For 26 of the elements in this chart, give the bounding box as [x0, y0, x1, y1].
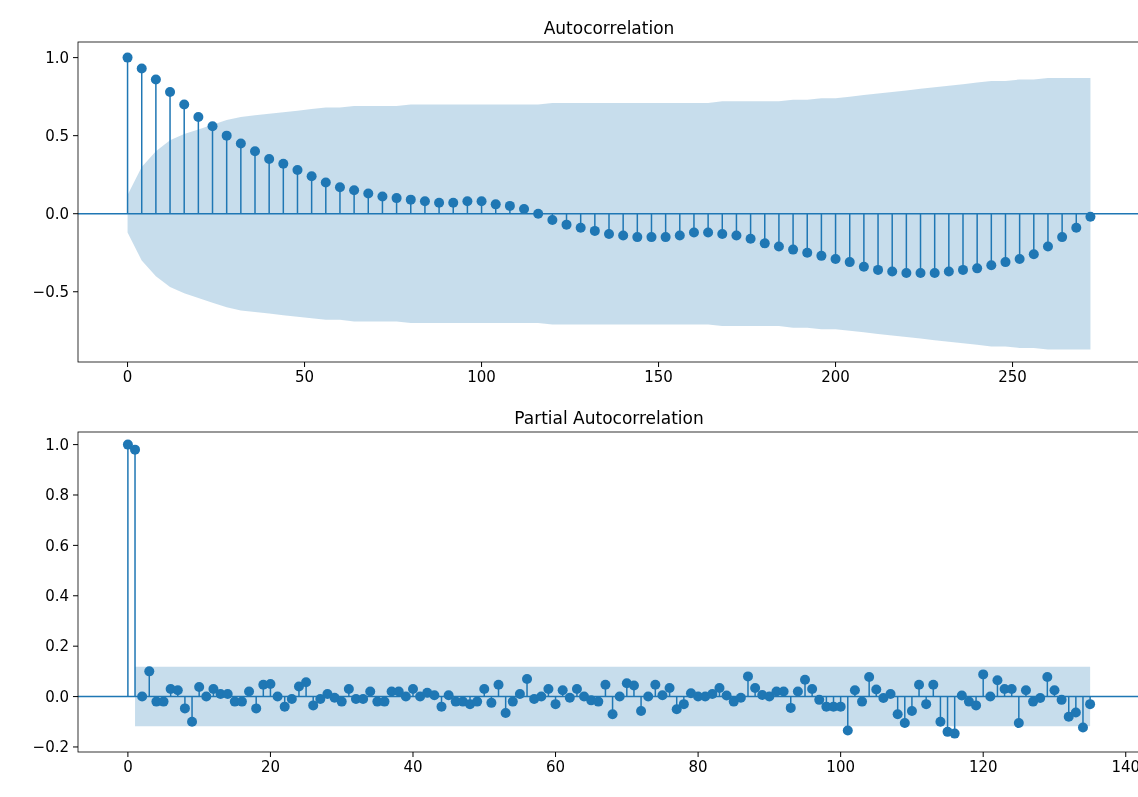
chart-title: Partial Autocorrelation: [514, 408, 704, 428]
x-tick-label: 40: [403, 758, 423, 776]
y-tick-label: 0.2: [45, 637, 69, 656]
x-tick-label: 20: [260, 758, 280, 776]
x-tick-label: 150: [644, 368, 673, 386]
x-tick-label: 0: [123, 758, 133, 776]
x-tick-label: 100: [826, 758, 855, 776]
y-tick-label: −0.5: [32, 283, 69, 302]
x-tick-label: 60: [546, 758, 566, 776]
y-tick-label: 1.0: [45, 48, 69, 67]
y-tick-label: 0.0: [45, 687, 69, 706]
x-tick-label: 250: [998, 368, 1027, 386]
x-tick-label: 80: [688, 758, 708, 776]
x-tick-label: 100: [467, 368, 496, 386]
x-tick-label: 0: [122, 368, 133, 386]
chart-title: Autocorrelation: [543, 18, 675, 38]
y-tick-label: 0.5: [45, 126, 69, 145]
y-tick-label: −0.2: [32, 738, 69, 757]
y-tick-label: 0.0: [45, 204, 69, 223]
x-tick-label: 50: [295, 368, 315, 386]
y-tick-label: 0.6: [45, 536, 69, 555]
x-tick-label: 200: [821, 368, 850, 386]
y-tick-label: 1.0: [45, 435, 69, 454]
x-tick-label: 120: [968, 758, 998, 776]
y-tick-label: 0.4: [45, 587, 69, 606]
y-tick-label: 0.8: [45, 486, 69, 505]
